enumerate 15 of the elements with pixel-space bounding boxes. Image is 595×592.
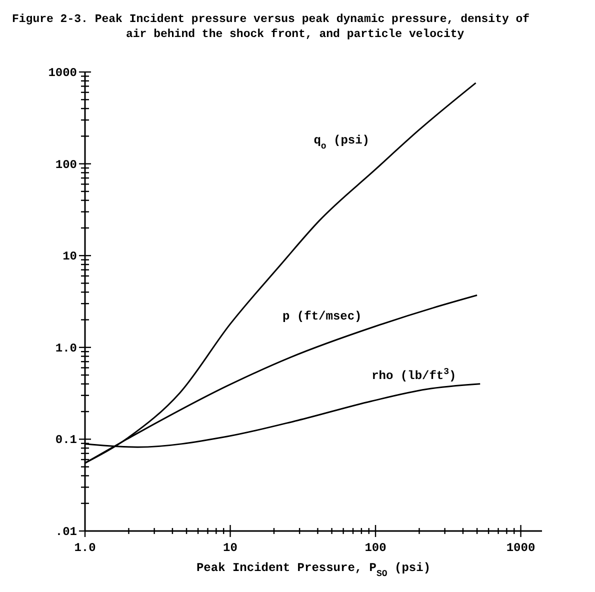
series-label: p (ft/msec) — [282, 309, 362, 324]
x-tick-label: 1.0 — [74, 541, 96, 555]
x-axis-title: Peak Incident Pressure, P$_{SO}$ (psi) — [196, 561, 431, 579]
y-tick-label: 0.1 — [55, 433, 77, 448]
x-tick-label: 100 — [364, 541, 386, 555]
y-tick-label: 1000 — [48, 66, 77, 80]
series-label: q$_{o}$ (psi) — [314, 133, 370, 152]
y-tick-label: 10 — [62, 250, 77, 264]
series-label: rho (lb/ft$^{3}$) — [372, 367, 456, 384]
y-tick-label: 100 — [55, 158, 77, 172]
y-tick-label: 1.0 — [55, 341, 77, 356]
x-tick-label: 1000 — [506, 541, 536, 555]
x-tick-label: 10 — [223, 541, 238, 555]
y-tick-label: .01 — [55, 525, 77, 539]
chart-title: Figure 2-3. Peak Incident pressure versus peak dynamic pressure, density of air behind the shock front, and particle velocity — [12, 13, 530, 41]
